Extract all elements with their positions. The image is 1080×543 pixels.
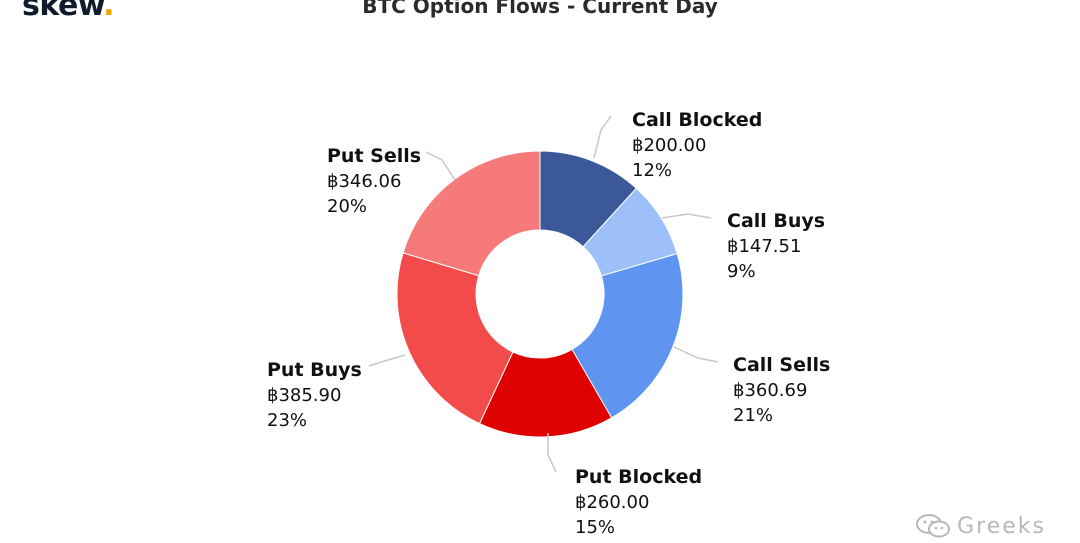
- label-percent-put-buys: 23%: [267, 410, 307, 431]
- connector-call-buys: [661, 213, 712, 219]
- slice-labels: Call Blocked ฿200.00 12% Call Buys ฿147.51 9%…: [267, 109, 830, 538]
- slice-put-sells: [402, 150, 541, 277]
- label-value-put-sells: ฿346.06: [327, 171, 401, 192]
- label-percent-put-blocked: 15%: [575, 517, 615, 538]
- connector-put-buys: [368, 354, 406, 367]
- label-value-call-sells: ฿360.69: [733, 380, 807, 401]
- label-name-put-buys: Put Buys: [267, 359, 362, 381]
- connector-put-blocked: [547, 433, 557, 473]
- wechat-icon: [916, 514, 951, 538]
- connector-put-sells: [425, 151, 456, 181]
- label-value-put-buys: ฿385.90: [267, 385, 341, 406]
- label-value-call-blocked: ฿200.00: [632, 135, 706, 156]
- logo-dot: .: [103, 0, 115, 23]
- label-name-put-sells: Put Sells: [327, 145, 421, 167]
- label-name-call-sells: Call Sells: [733, 354, 830, 376]
- donut-slices: [396, 150, 684, 438]
- watermark-text: Greeks: [957, 513, 1046, 539]
- label-percent-call-buys: 9%: [727, 261, 756, 282]
- label-percent-put-sells: 20%: [327, 196, 367, 217]
- slice-call-sells: [571, 252, 684, 419]
- connector-call-blocked: [593, 115, 612, 159]
- label-name-call-blocked: Call Blocked: [632, 109, 762, 131]
- label-value-put-blocked: ฿260.00: [575, 492, 649, 513]
- label-name-call-buys: Call Buys: [727, 210, 825, 232]
- label-value-call-buys: ฿147.51: [727, 236, 801, 257]
- slice-put-buys: [396, 252, 514, 425]
- skew-logo: skew.: [22, 0, 115, 23]
- label-percent-call-blocked: 12%: [632, 160, 672, 181]
- logo-text: skew: [22, 0, 104, 23]
- label-percent-call-sells: 21%: [733, 405, 773, 426]
- connector-call-sells: [673, 346, 719, 363]
- label-connectors: [368, 115, 719, 473]
- chart-title: BTC Option Flows - Current Day: [362, 0, 718, 18]
- label-name-put-blocked: Put Blocked: [575, 466, 702, 488]
- watermark: Greeks: [915, 513, 1046, 539]
